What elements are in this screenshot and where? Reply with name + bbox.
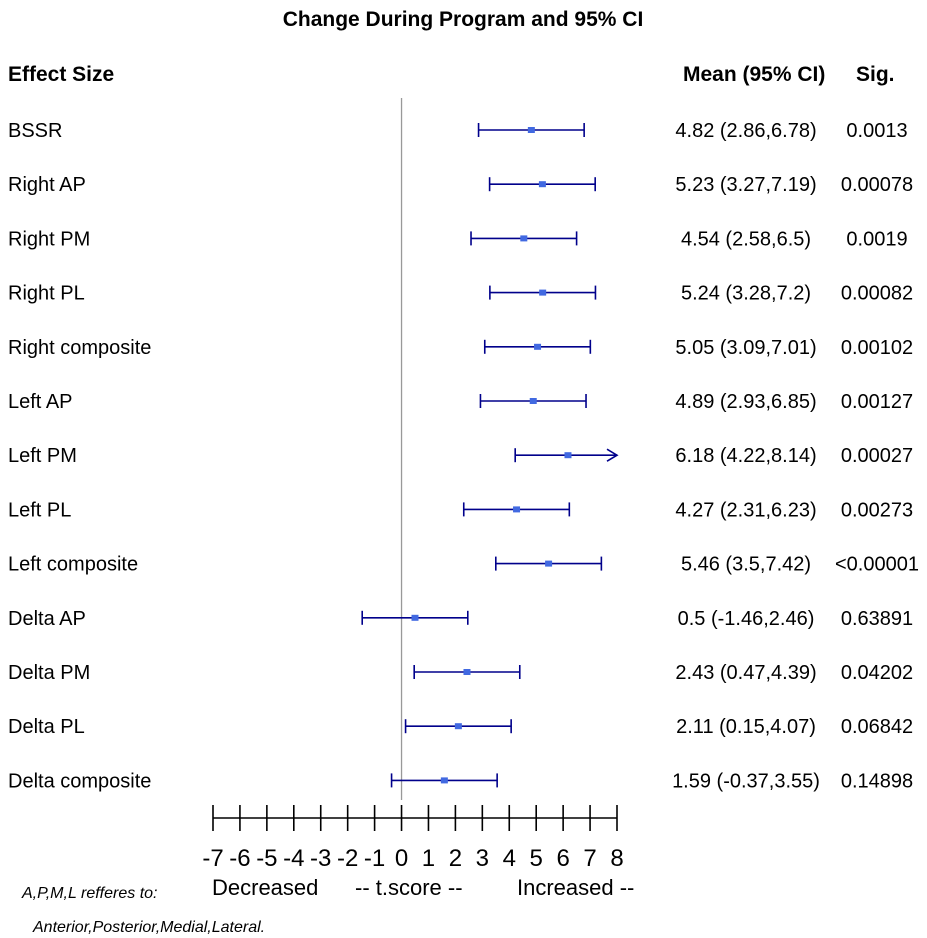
axis-label-decreased: Decreased	[212, 875, 318, 900]
row-sig: 0.00127	[841, 391, 913, 413]
mean-point	[545, 560, 553, 567]
mean-ci-header: Mean (95% CI)	[683, 63, 825, 86]
row-sig: 0.00082	[841, 283, 913, 305]
row-sig: 0.06842	[841, 716, 913, 738]
mean-point	[527, 127, 535, 133]
tick-label: 0	[395, 845, 408, 872]
row-sig: 0.00273	[841, 499, 913, 521]
mean-point	[463, 669, 471, 675]
x-axis: -7 -6 -5 -4 -3 -2 -1 0 1 2 3 4 5 6 7 8	[202, 805, 624, 872]
row-label: Delta AP	[8, 608, 86, 630]
row-label: Right composite	[8, 337, 151, 359]
row-mean-ci: 4.89 (2.93,6.85)	[675, 391, 816, 413]
tick-label: -1	[364, 845, 385, 872]
row-mean-ci: 4.82 (2.86,6.78)	[675, 120, 816, 142]
row-sig: 0.04202	[841, 662, 913, 684]
row-mean-ci: 4.54 (2.58,6.5)	[681, 228, 811, 250]
tick-label: 6	[556, 845, 569, 872]
row-mean-ci: 6.18 (4.22,8.14)	[675, 445, 816, 467]
row-label: Right PM	[8, 228, 90, 250]
row-sig: 0.00102	[841, 337, 913, 359]
row-label: BSSR	[8, 120, 62, 142]
row-label: Left PL	[8, 499, 71, 521]
row-label: Delta composite	[8, 770, 151, 792]
tick-label: 2	[449, 845, 462, 872]
tick-label: -2	[337, 845, 358, 872]
row-mean-ci: 5.46 (3.5,7.42)	[681, 554, 811, 576]
tick-label: 5	[530, 845, 543, 872]
sig-header: Sig.	[856, 63, 895, 86]
tick-label: 1	[422, 845, 435, 872]
tick-label: -3	[310, 845, 331, 872]
mean-point	[520, 235, 528, 242]
row-label: Right PL	[8, 283, 85, 305]
row-mean-ci: 0.5 (-1.46,2.46)	[678, 608, 815, 630]
mean-point	[534, 343, 542, 350]
row-mean-ci: 5.23 (3.27,7.19)	[675, 174, 816, 196]
axis-label-increased: Increased --	[517, 875, 634, 900]
mean-point	[454, 723, 462, 730]
tick-label: -7	[202, 845, 223, 872]
row-mean-ci: 4.27 (2.31,6.23)	[675, 499, 816, 521]
ci-arrow	[606, 448, 619, 462]
row-sig: 0.63891	[841, 608, 913, 630]
row-label: Delta PM	[8, 662, 90, 684]
row-label: Left composite	[8, 554, 138, 576]
row-sig: 0.0013	[846, 120, 907, 142]
row-sig: 0.00078	[841, 174, 913, 196]
tick-label: 3	[476, 845, 489, 872]
rows-layer: BSSR 4.82 (2.86,6.78) 0.0013 Right AP 5.23 (…	[8, 98, 919, 800]
chart-title: Change During Program and 95% CI	[283, 8, 644, 31]
mean-point	[564, 452, 572, 459]
footnote-line-2: Anterior,Posterior,Medial,Lateral.	[32, 919, 265, 936]
tick-label: -4	[283, 845, 304, 872]
row-mean-ci: 2.11 (0.15,4.07)	[676, 716, 816, 738]
row-label: Left PM	[8, 445, 77, 467]
row-sig: 0.0019	[846, 228, 907, 250]
row-mean-ci: 1.59 (-0.37,3.55)	[672, 770, 820, 792]
mean-point	[513, 506, 521, 513]
tick-label: 4	[503, 845, 516, 872]
mean-point	[440, 777, 448, 784]
row-label: Delta PL	[8, 716, 85, 738]
tick-label: -6	[229, 845, 250, 872]
effect-size-header: Effect Size	[8, 63, 114, 86]
row-label: Left AP	[8, 391, 73, 413]
mean-point	[538, 181, 546, 188]
row-label: Right AP	[8, 174, 86, 196]
mean-point	[529, 398, 537, 404]
tick-label: 8	[610, 845, 623, 872]
axis-label-tscore: -- t.score --	[355, 875, 463, 900]
footnote-line-1: A,P,M,L refferes to:	[21, 885, 157, 902]
row-sig: <0.00001	[835, 554, 919, 576]
tick-label: 7	[583, 845, 596, 872]
row-sig: 0.00027	[841, 445, 913, 467]
row-mean-ci: 5.05 (3.09,7.01)	[675, 337, 816, 359]
row-sig: 0.14898	[841, 770, 913, 792]
mean-point	[539, 289, 547, 296]
tick-label: -5	[256, 845, 277, 872]
mean-point	[411, 614, 419, 621]
row-mean-ci: 5.24 (3.28,7.2)	[681, 283, 811, 305]
row-mean-ci: 2.43 (0.47,4.39)	[675, 662, 816, 684]
